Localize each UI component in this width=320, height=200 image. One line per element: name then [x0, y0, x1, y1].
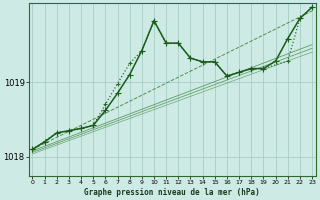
X-axis label: Graphe pression niveau de la mer (hPa): Graphe pression niveau de la mer (hPa) — [84, 188, 260, 197]
